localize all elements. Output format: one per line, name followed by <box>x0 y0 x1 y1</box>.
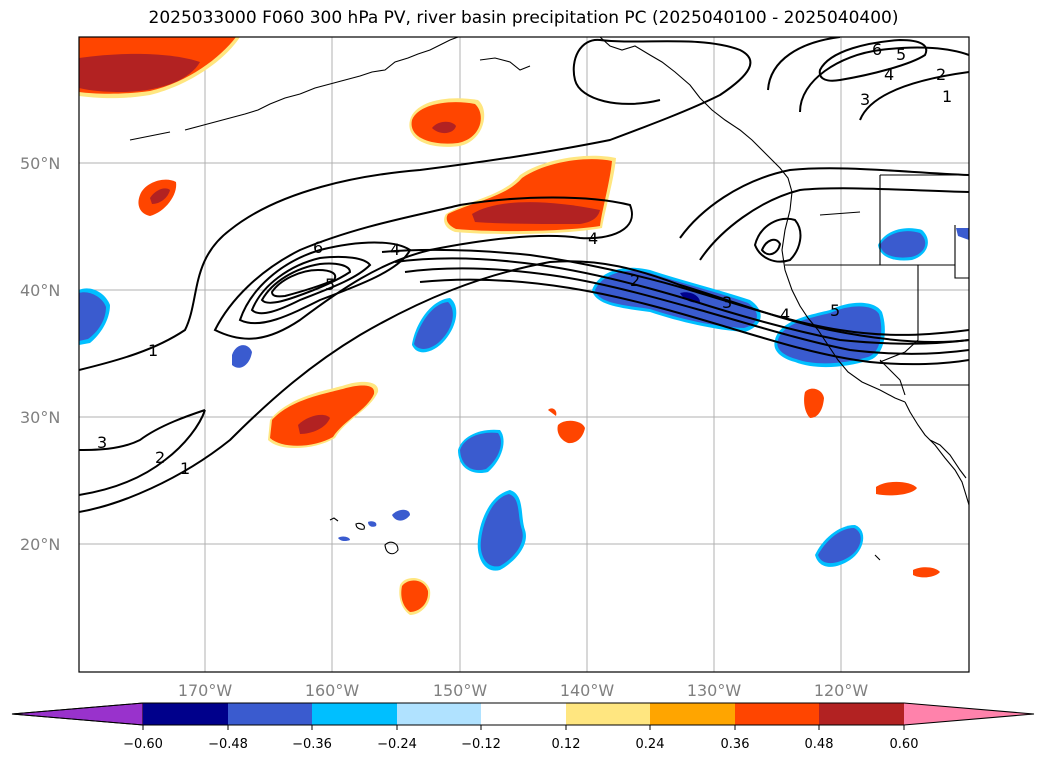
positive-anomaly-areas <box>79 37 940 615</box>
colorbar-segment <box>143 703 228 725</box>
contour-label: 4 <box>884 65 894 84</box>
lon-labels: 170°W 160°W 150°W 140°W 130°W 120°W <box>178 681 869 700</box>
colorbar-tick-label: −0.48 <box>208 737 248 752</box>
contour-label: 6 <box>872 40 882 59</box>
lat-tick-label: 30°N <box>20 408 60 427</box>
colorbar-segment <box>312 703 397 725</box>
contour-label: 1 <box>180 459 190 478</box>
colorbar-segment <box>228 703 312 725</box>
contour-label: 6 <box>313 238 323 257</box>
lat-tick-label: 50°N <box>20 154 60 173</box>
lat-labels: 50°N 40°N 30°N 20°N <box>20 154 60 554</box>
lon-tick-label: 150°W <box>433 681 488 700</box>
contour-label: 5 <box>896 45 906 64</box>
contour-label: 4 <box>588 229 598 248</box>
colorbar-segment <box>566 703 650 725</box>
contour-label: 3 <box>860 90 870 109</box>
contour-label: 4 <box>390 240 400 259</box>
contour-label: 1 <box>148 341 158 360</box>
colorbar-segment <box>397 703 481 725</box>
colorbar: −0.60 −0.48 −0.36 −0.24 −0.12 0.12 0.24 … <box>11 702 1035 752</box>
colorbar-tick-label: 0.48 <box>805 737 834 752</box>
contour-label: 3 <box>97 433 107 452</box>
colorbar-tick-label: −0.24 <box>377 737 417 752</box>
colorbar-segment <box>650 703 735 725</box>
lon-tick-label: 140°W <box>560 681 615 700</box>
colorbar-extend-min <box>11 702 144 726</box>
colorbar-extend-max <box>904 703 1034 725</box>
colorbar-tick-label: 0.24 <box>636 737 665 752</box>
contour-label: 2 <box>630 271 640 290</box>
contour-label: 1 <box>942 87 952 106</box>
colorbar-tick-label: 0.60 <box>890 737 919 752</box>
contour-label: 3 <box>722 293 732 312</box>
colorbar-segment <box>481 703 566 725</box>
colorbar-tick-label: −0.36 <box>292 737 332 752</box>
lon-tick-label: 120°W <box>814 681 869 700</box>
lon-tick-label: 130°W <box>687 681 742 700</box>
colorbar-segment <box>819 703 904 725</box>
map-frame <box>78 36 970 673</box>
colorbar-tick-label: −0.60 <box>123 737 163 752</box>
colorbar-tick-label: 0.12 <box>552 737 581 752</box>
contour-label: 2 <box>155 448 165 467</box>
pv-contours <box>79 37 969 513</box>
colorbar-tick-label: 0.36 <box>721 737 750 752</box>
lat-tick-label: 20°N <box>20 535 60 554</box>
contour-label: 5 <box>325 275 335 294</box>
colorbar-segment <box>735 703 819 725</box>
lon-tick-label: 170°W <box>178 681 233 700</box>
lon-tick-label: 160°W <box>305 681 360 700</box>
lat-tick-label: 40°N <box>20 281 60 300</box>
contour-label: 5 <box>830 301 840 320</box>
contour-label: 2 <box>936 65 946 84</box>
contour-label: 4 <box>780 305 790 324</box>
contour-labels: 1 1 2 2 3 3 3 4 4 4 4 5 5 5 6 6 1 2 <box>97 40 952 478</box>
colorbar-tick-label: −0.12 <box>461 737 501 752</box>
map-title: 2025033000 F060 300 hPa PV, river basin … <box>148 8 899 28</box>
